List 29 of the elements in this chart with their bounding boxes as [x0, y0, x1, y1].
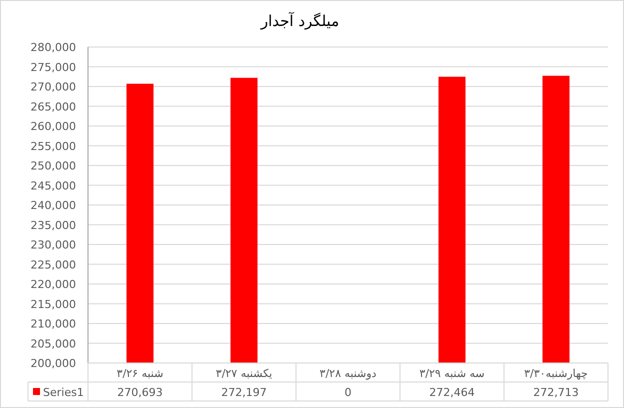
- y-tick-label: 245,000: [30, 179, 76, 192]
- data-label: 272,197: [221, 386, 267, 399]
- y-tick-label: 265,000: [30, 100, 76, 114]
- y-tick-label: 280,000: [30, 41, 76, 54]
- y-tick-label: 275,000: [30, 60, 76, 74]
- y-tick-label: 205,000: [30, 337, 76, 350]
- y-tick-label: 200,000: [30, 357, 76, 370]
- x-tick-label: یکشنبه ۳/۲۷: [216, 367, 272, 380]
- y-tick-label: 260,000: [30, 120, 76, 133]
- x-tick-label: سه شنبه ۳/۲۹: [419, 367, 485, 380]
- data-label: 272,713: [533, 386, 579, 399]
- y-tick-label: 210,000: [30, 318, 76, 330]
- y-tick-label: 250,000: [30, 160, 76, 172]
- x-tick-label: چهارشنبه۳/۳۰: [524, 367, 588, 380]
- y-tick-label: 235,000: [30, 218, 76, 232]
- y-tick-label: 215,000: [30, 298, 76, 311]
- y-tick-label: 255,000: [30, 140, 76, 153]
- legend-label: Series1: [43, 386, 84, 399]
- y-tick-label: 270,000: [30, 80, 76, 94]
- x-tick-label: دوشنبه ۳/۲۸: [320, 367, 377, 380]
- chart-title: میلگرد آجدار: [260, 11, 340, 30]
- x-tick-label: شنبه ۳/۲۶: [116, 367, 164, 380]
- y-tick-label: 220,000: [30, 278, 76, 291]
- y-tick-label: 225,000: [30, 258, 76, 272]
- y-tick-label: 240,000: [30, 199, 76, 212]
- text: 0: [344, 386, 352, 399]
- data-label: 272,464: [429, 386, 475, 399]
- data-label: 270,693: [117, 386, 163, 399]
- y-tick-label: 230,000: [30, 238, 76, 252]
